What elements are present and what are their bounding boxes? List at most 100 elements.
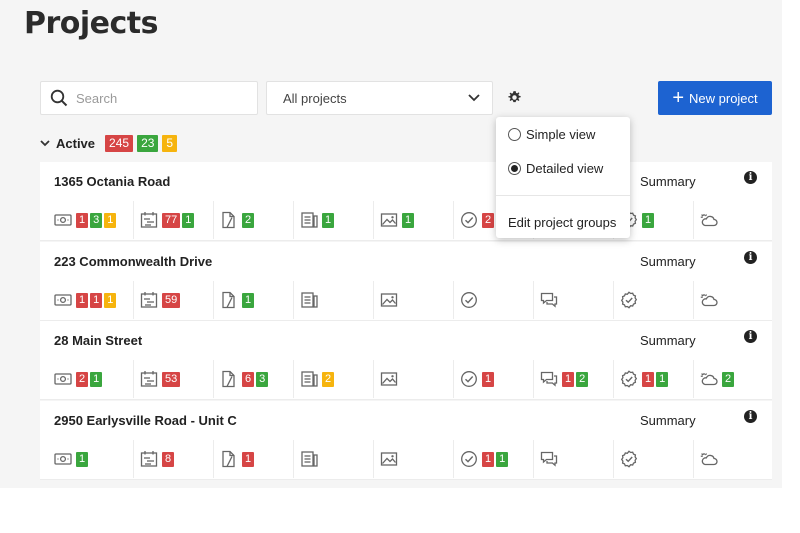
summary-link[interactable]: Summary: [640, 413, 696, 428]
status-cell-report[interactable]: 1: [294, 201, 374, 239]
status-cell-chat[interactable]: [534, 440, 614, 478]
group-count-badges: 245 23 5: [101, 135, 178, 152]
status-cell-photo[interactable]: [374, 440, 454, 478]
chat-icon: [540, 371, 558, 387]
count-badge: 3: [256, 371, 269, 387]
detailed-view-radio[interactable]: [508, 162, 521, 175]
document-icon: [222, 370, 235, 388]
status-cell-photo[interactable]: [374, 281, 454, 319]
summary-link[interactable]: Summary: [640, 254, 696, 269]
count-badge: 2: [76, 371, 89, 387]
count-badge: 6: [242, 371, 255, 387]
status-cell-report[interactable]: [294, 281, 374, 319]
document-icon: [222, 291, 235, 309]
count-badge: 1: [642, 371, 655, 387]
status-cell-document[interactable]: 1: [214, 440, 294, 478]
status-cell-photo[interactable]: [374, 360, 454, 398]
report-icon: [301, 292, 318, 308]
project-row[interactable]: 1365 Octania Road Summary i 1 3 1 77 1 2 1 1 2 1: [40, 162, 772, 241]
info-icon[interactable]: i: [744, 410, 757, 423]
count-badge: 1: [242, 292, 255, 308]
status-cell-weather[interactable]: [694, 440, 774, 478]
count-badge: 1: [482, 451, 495, 467]
status-cell-checklist[interactable]: [454, 281, 534, 319]
status-cell-schedule[interactable]: 77 1: [134, 201, 214, 239]
schedule-icon: [140, 371, 158, 387]
project-name[interactable]: 28 Main Street: [54, 333, 143, 348]
status-cell-schedule[interactable]: 8: [134, 440, 214, 478]
count-badge: 2: [576, 371, 589, 387]
status-cell-document[interactable]: 1: [214, 281, 294, 319]
count-badge: 1: [104, 292, 117, 308]
count-badge: 1: [496, 451, 509, 467]
photo-icon: [380, 452, 398, 466]
count-badge: 1: [482, 371, 495, 387]
gear-icon[interactable]: [506, 89, 523, 106]
project-name[interactable]: 2950 Earlysville Road - Unit C: [54, 413, 237, 428]
status-cell-schedule[interactable]: 53: [134, 360, 214, 398]
new-project-label: New project: [689, 90, 758, 106]
count-badge: 2: [322, 371, 335, 387]
project-filter-select[interactable]: All projects: [266, 81, 493, 115]
new-project-button[interactable]: + New project: [658, 81, 772, 115]
simple-view-radio[interactable]: [508, 128, 521, 141]
count-badge: 1: [104, 212, 117, 228]
status-cell-money[interactable]: 1: [54, 440, 134, 478]
count-badge: 1: [322, 212, 335, 228]
simple-view-label: Simple view: [526, 127, 596, 142]
plus-icon: +: [672, 87, 685, 109]
edit-project-groups-option[interactable]: Edit project groups: [508, 215, 617, 230]
checklist-icon: [461, 212, 477, 228]
status-cell-inspection[interactable]: [614, 440, 694, 478]
status-cell-chat[interactable]: [534, 281, 614, 319]
group-count-badge: 5: [162, 135, 178, 152]
detailed-view-label: Detailed view: [526, 161, 604, 176]
status-cell-report[interactable]: [294, 440, 374, 478]
project-row[interactable]: 223 Commonwealth Drive Summary i 1 1 1 59 1: [40, 242, 772, 321]
weather-icon: [700, 453, 718, 466]
status-cell-weather[interactable]: [694, 201, 774, 239]
info-icon[interactable]: i: [744, 330, 757, 343]
detailed-view-option[interactable]: Detailed view: [508, 161, 603, 176]
simple-view-option[interactable]: Simple view: [508, 127, 595, 142]
photo-icon: [380, 372, 398, 386]
status-cell-schedule[interactable]: 59: [134, 281, 214, 319]
status-cell-checklist[interactable]: 1: [454, 360, 534, 398]
status-cell-weather[interactable]: [694, 281, 774, 319]
project-filter-value: All projects: [283, 90, 347, 106]
project-name[interactable]: 1365 Octania Road: [54, 174, 171, 189]
status-cell-photo[interactable]: 1: [374, 201, 454, 239]
project-name[interactable]: 223 Commonwealth Drive: [54, 254, 213, 269]
schedule-icon: [140, 292, 158, 308]
chevron-down-icon: [468, 94, 480, 102]
photo-icon: [380, 293, 398, 307]
summary-link[interactable]: Summary: [640, 333, 696, 348]
project-row[interactable]: 28 Main Street Summary i 2 1 53 6 3 2 1 1 2 1 1 2: [40, 321, 772, 400]
search-box[interactable]: [40, 81, 258, 115]
page-title: Projects: [24, 6, 159, 41]
group-header-active[interactable]: Active 245 23 5: [40, 134, 178, 153]
info-icon[interactable]: i: [744, 251, 757, 264]
project-status-cells: 1 3 1 77 1 2 1 1 2 1: [54, 201, 774, 239]
status-cell-weather[interactable]: 2: [694, 360, 774, 398]
inspection-icon: [620, 370, 638, 388]
count-badge: 1: [90, 371, 103, 387]
search-input[interactable]: [76, 90, 226, 106]
checklist-icon: [461, 292, 477, 308]
group-count-badge: 245: [105, 135, 134, 152]
project-row[interactable]: 2950 Earlysville Road - Unit C Summary i 1 8…: [40, 401, 772, 480]
info-icon[interactable]: i: [744, 171, 757, 184]
chat-icon: [540, 292, 558, 308]
status-cell-report[interactable]: 2: [294, 360, 374, 398]
status-cell-document[interactable]: 2: [214, 201, 294, 239]
status-cell-inspection[interactable]: [614, 281, 694, 319]
summary-link[interactable]: Summary: [640, 174, 696, 189]
